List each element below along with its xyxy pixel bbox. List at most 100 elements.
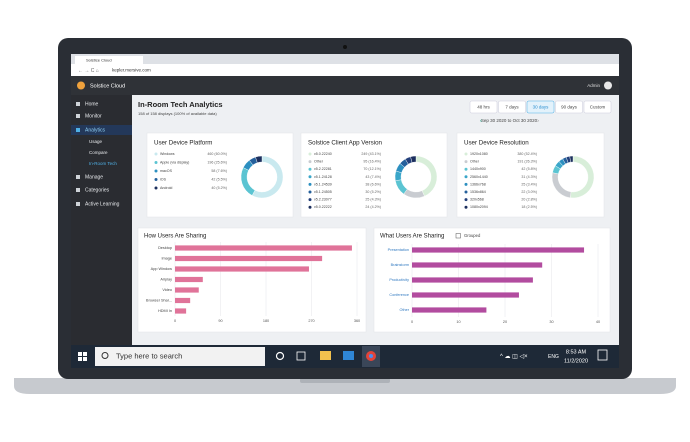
search-placeholder: Type here to search — [116, 351, 182, 360]
task-view-icon[interactable] — [296, 351, 306, 361]
legend-value: 460 (60.0%) — [207, 152, 227, 156]
address-bar — [71, 64, 619, 76]
legend-value: 20 (2.8%) — [521, 198, 537, 202]
category-label: App Window — [151, 267, 173, 271]
date-range: Sep 30 2020 to Oct 30 2020 — [481, 118, 538, 123]
clock-date[interactable]: 11/2/2020 — [564, 358, 588, 364]
menu-active-bg — [71, 125, 132, 135]
menu-item[interactable]: Categories — [85, 187, 110, 193]
next-arrow[interactable]: › — [537, 119, 539, 125]
logo — [77, 81, 85, 90]
legend-swatch — [464, 160, 468, 164]
cortana-icon[interactable] — [275, 351, 285, 361]
range-button[interactable] — [498, 100, 526, 114]
category-label: Presentation — [388, 248, 409, 252]
x-tick-label: 30 — [549, 320, 553, 324]
prev-arrow[interactable]: ‹ — [480, 119, 482, 125]
category-label: Browser Shar... — [146, 299, 172, 303]
legend-swatch — [464, 175, 468, 179]
legend-label: v5.2.22281 — [314, 167, 332, 171]
bar — [175, 255, 323, 262]
checkbox[interactable] — [455, 233, 461, 239]
explorer-icon[interactable] — [320, 351, 331, 360]
legend-label: 1080x2094 — [470, 205, 488, 209]
checkbox-label: Grouped — [464, 233, 481, 238]
card — [137, 227, 367, 333]
legend-value: 70 (12.1%) — [363, 167, 381, 171]
notification-icon[interactable] — [597, 349, 608, 361]
user-avatar[interactable] — [604, 81, 612, 90]
card — [300, 132, 448, 218]
range-button[interactable] — [469, 100, 498, 114]
legend-label: v5.0.22222 — [314, 205, 332, 209]
range-button[interactable] — [583, 100, 612, 114]
legend-label: iOS — [160, 177, 167, 181]
x-tick-label: 0 — [411, 320, 413, 324]
donut-segment — [410, 155, 417, 163]
menu-item[interactable]: Compare — [89, 150, 108, 155]
bar — [175, 308, 187, 314]
legend-value: 25 (3.4%) — [521, 182, 537, 186]
legend-swatch — [308, 152, 312, 156]
legend-swatch — [464, 190, 468, 194]
legend-value: 42 (5.8%) — [521, 167, 537, 171]
legend-label: v5.1.24505 — [314, 190, 332, 194]
card-title: What Users Are Sharing — [380, 234, 444, 240]
legend-swatch — [308, 182, 312, 186]
url[interactable]: kepler.mersive.com — [112, 68, 151, 73]
tray-icons[interactable]: ^ ☁ ◫ ◁× — [500, 354, 528, 360]
camera — [343, 45, 347, 49]
x-tick-label: 10 — [456, 320, 460, 324]
menu-item[interactable]: Monitor — [85, 113, 102, 119]
x-tick-label: 90 — [218, 319, 222, 323]
menu-icon — [76, 102, 80, 106]
menu-item[interactable]: Usage — [89, 139, 103, 144]
legend-label: 2560x1440 — [470, 175, 488, 179]
legend-value: 95 (16.4%) — [363, 160, 381, 164]
legend-value: 196 (25.6%) — [207, 160, 227, 164]
x-tick-label: 270 — [308, 319, 314, 323]
legend-label: v5.1.24539 — [314, 182, 332, 186]
browser-tab[interactable] — [75, 56, 143, 64]
menu-item[interactable]: Home — [85, 101, 99, 107]
legend-swatch — [464, 205, 468, 209]
menu-icon — [76, 202, 80, 206]
legend-label: 1920x1080 — [470, 152, 488, 156]
bar — [412, 247, 585, 253]
legend-value: 380 (52.4%) — [517, 152, 537, 156]
sidebar — [71, 95, 132, 345]
bar — [175, 297, 191, 304]
legend-value: 18 (2.5%) — [521, 205, 537, 209]
donut-segment — [569, 155, 574, 163]
legend-swatch — [308, 190, 312, 194]
range-button[interactable] — [555, 100, 583, 114]
mail-icon[interactable] — [343, 351, 354, 360]
menu-item[interactable]: Active Learning — [85, 201, 120, 207]
legend-label: Other — [470, 160, 480, 164]
range-button[interactable] — [526, 100, 555, 114]
category-label: Image — [161, 257, 172, 261]
category-label: Conference — [389, 293, 409, 297]
brand: Solstice Cloud — [90, 83, 125, 89]
range-label: 7 days — [505, 105, 519, 110]
nav-buttons[interactable]: ← → C ⌂ — [78, 68, 99, 74]
app-header — [71, 76, 619, 95]
legend-swatch — [464, 152, 468, 156]
legend-swatch — [308, 205, 312, 209]
legend-label: 1440x900 — [470, 167, 486, 171]
menu-item[interactable]: Analytics — [85, 127, 106, 133]
search-box[interactable] — [95, 347, 265, 366]
legend-label: Windows — [160, 152, 175, 156]
menu-item[interactable]: Manage — [85, 174, 103, 180]
legend-value: 40 (5.2%) — [211, 186, 227, 190]
legend-swatch — [154, 152, 158, 156]
clock-time[interactable]: 8:53 AM — [566, 349, 587, 355]
user-name[interactable]: Admin — [587, 83, 600, 88]
menu-item[interactable]: In-Room Tech — [89, 161, 117, 166]
legend-value: 58 (7.6%) — [211, 169, 227, 173]
start-icon[interactable] — [78, 352, 82, 356]
category-label: Desktop — [158, 246, 172, 250]
language[interactable]: ENG — [548, 354, 559, 360]
bar — [175, 287, 199, 293]
